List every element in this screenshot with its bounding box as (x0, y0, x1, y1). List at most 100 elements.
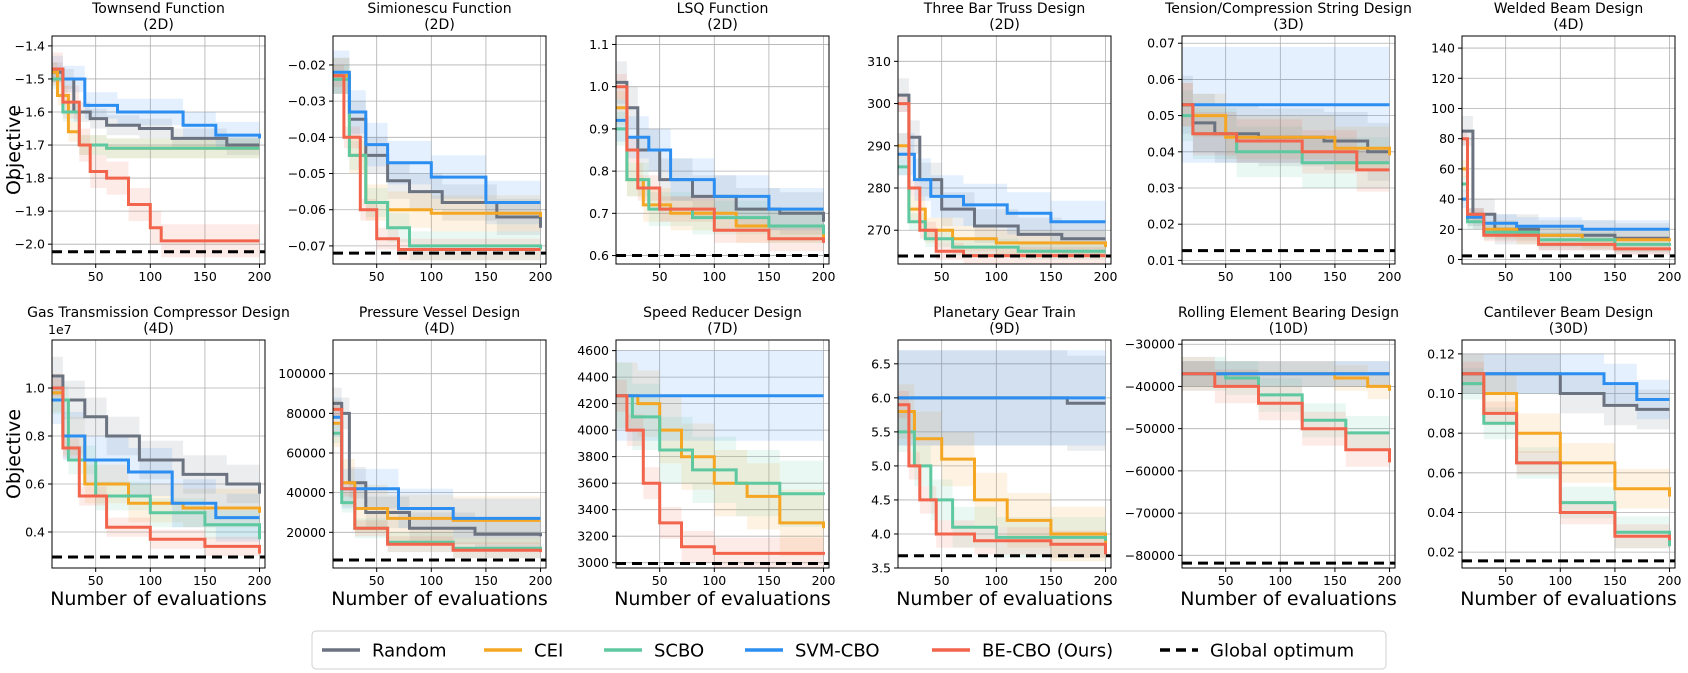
y-tick-label: 120 (1431, 71, 1455, 86)
series-be-cbo-ours (1182, 103, 1390, 172)
plot-area (1462, 353, 1675, 563)
panel-tension-compression-string-design: 50 100 150 200 0.01 0.02 0.03 0.04 0.05 0.06 0.07 T… (1147, 1, 1412, 284)
panel-title: Three Bar Truss Design (923, 1, 1085, 17)
x-tick-label: 100 (419, 269, 443, 284)
y-tick-label: 0.8 (589, 164, 609, 179)
y-tick-label: −30000 (1125, 337, 1175, 352)
panel-planetary-gear-train: 50 100 150 200 3.5 4.0 4.5 5.0 5.5 6.0 6.5 Planetar… (871, 305, 1117, 610)
y-tick-label: 0.01 (1147, 253, 1175, 268)
panel-simionescu-function: 50 100 150 200 −0.02 −0.03 −0.04 −0.05 −0.06 −0.0… (288, 1, 553, 284)
y-tick-label: 4200 (577, 396, 609, 411)
series-be-cbo-ours (898, 403, 1107, 555)
x-tick-label: 150 (1323, 573, 1347, 588)
y-tick-label: 4600 (577, 343, 609, 358)
panel-subtitle: (10D) (1269, 321, 1309, 337)
panel-title: LSQ Function (677, 1, 769, 17)
y-tick-label: 80 (1439, 131, 1455, 146)
band-svm-cbo (1462, 353, 1670, 420)
x-tick-label: 50 (1498, 269, 1514, 284)
x-axis-label: Number of evaluations (50, 588, 267, 610)
panel-subtitle: (2D) (707, 17, 738, 33)
y-tick-label: 0.02 (1147, 217, 1175, 232)
axes-frame (51, 339, 266, 569)
plot-area (1182, 46, 1395, 253)
y-tick-label: 0 (1447, 252, 1455, 267)
y-tick-label: 280 (867, 181, 891, 196)
y-tick-label: 5.5 (871, 424, 891, 439)
panel-welded-beam-design: 50 100 150 200 0 20 40 60 80 100 120 140 Welded Beam… (1431, 1, 1681, 284)
series-be-cbo-ours (52, 386, 261, 554)
panel-subtitle: (4D) (1553, 17, 1584, 33)
plot-area (52, 356, 265, 564)
y-tick-label: 0.02 (1427, 545, 1455, 560)
x-tick-label: 150 (757, 573, 781, 588)
y-tick-label: −0.02 (288, 57, 326, 72)
legend-label-global-optimum: Global optimum (1210, 641, 1354, 662)
y-tick-label: −1.6 (15, 105, 45, 120)
panel-title: Cantilever Beam Design (1484, 305, 1653, 321)
x-tick-label: 100 (984, 573, 1008, 588)
y-tick-label: 1.0 (25, 381, 45, 396)
y-tick-label: 4.5 (871, 492, 891, 507)
x-tick-label: 150 (1603, 573, 1627, 588)
y-tick-label: 0.8 (25, 429, 45, 444)
series-be-cbo-ours (333, 74, 541, 251)
x-tick-label: 200 (248, 573, 272, 588)
band-be-cbo-ours (333, 401, 541, 561)
x-axis-label: Number of evaluations (1460, 588, 1677, 610)
band-cei (616, 362, 824, 562)
series-svm-cbo (333, 70, 541, 204)
x-tick-label: 50 (88, 573, 104, 588)
panel-title: Tension/Compression String Design (1164, 1, 1412, 17)
y-tick-label: −0.05 (288, 166, 326, 181)
plot-area (898, 350, 1111, 568)
panel-subtitle: (2D) (143, 17, 174, 33)
panel-subtitle: (4D) (143, 321, 174, 337)
plot-area (898, 78, 1111, 264)
series-be-cbo-ours (898, 102, 1106, 258)
axes-frame (332, 339, 547, 569)
series-scbo (898, 430, 1107, 541)
panel-title: Rolling Element Bearing Design (1178, 305, 1399, 321)
series-svm-cbo (52, 67, 261, 139)
band-be-cbo-ours (52, 378, 260, 564)
band-cei (1182, 83, 1390, 178)
y-axis-label: Objective (3, 105, 25, 195)
y-tick-label: −1.9 (15, 204, 45, 219)
y-tick-label: 0.07 (1147, 36, 1175, 51)
y-tick-label: 300 (867, 96, 891, 111)
panel-lsq-function: 50 100 150 200 0.6 0.7 0.8 0.9 1.0 1.1 LSQ Functio… (589, 1, 835, 284)
legend-label-scbo: SCBO (654, 641, 704, 662)
x-tick-label: 100 (138, 269, 162, 284)
legend-frame (311, 630, 1387, 670)
band-cei (333, 57, 541, 236)
y-tick-label: 3600 (577, 476, 609, 491)
series-scbo (52, 398, 261, 540)
y-tick-label: 100 (1431, 101, 1455, 116)
y-tick-label: 80000 (286, 406, 326, 421)
x-tick-label: 100 (1268, 269, 1292, 284)
panel-title: Planetary Gear Train (933, 305, 1076, 321)
y-tick-label: 3200 (577, 529, 609, 544)
y-tick-label: −0.03 (288, 94, 326, 109)
band-random (333, 387, 541, 553)
y-tick-label: −40000 (1125, 379, 1175, 394)
x-tick-label: 100 (702, 269, 726, 284)
plot-area (52, 52, 265, 258)
y-tick-label: 3.5 (871, 561, 891, 576)
band-svm-cbo (616, 99, 824, 231)
y-tick-label: 40 (1439, 192, 1455, 207)
band-scbo (52, 385, 260, 554)
band-scbo (898, 411, 1106, 562)
band-be-cbo-ours (898, 391, 1106, 568)
y-tick-label: −2.0 (15, 237, 45, 252)
x-tick-label: 100 (1548, 269, 1572, 284)
x-tick-label: 50 (652, 269, 668, 284)
y-tick-label: −70000 (1125, 506, 1175, 521)
plot-area (616, 350, 829, 568)
legend-label-be-cbo-ours: BE-CBO (Ours) (982, 641, 1113, 662)
x-tick-label: 150 (1039, 269, 1063, 284)
band-scbo (898, 158, 1106, 260)
band-be-cbo-ours (1462, 361, 1670, 553)
y-tick-label: −0.07 (288, 238, 326, 253)
